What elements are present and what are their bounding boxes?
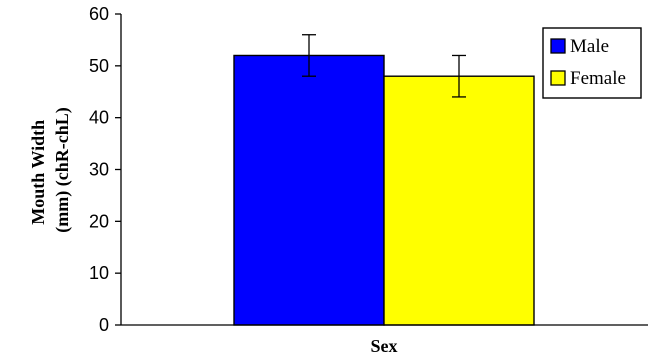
y-axis-title-line-2: (mm) (chR-chL) xyxy=(52,107,73,232)
y-tick-label: 0 xyxy=(99,315,109,335)
bar-male xyxy=(233,54,385,326)
y-tick-label: 30 xyxy=(89,160,109,180)
legend-label-female: Female xyxy=(570,68,626,89)
legend-swatch-male xyxy=(550,38,566,54)
legend-label-male: Male xyxy=(570,36,609,57)
y-tick-label: 40 xyxy=(89,108,109,128)
y-tick-label: 20 xyxy=(89,211,109,231)
y-tick-label: 60 xyxy=(89,4,109,24)
legend-swatch-female xyxy=(550,70,566,86)
y-axis-title-line-1: Mouth Width xyxy=(28,120,48,225)
y-axis-title: Mouth Width (mm) (chR-chL) xyxy=(28,107,73,232)
legend: Male Female xyxy=(542,27,642,99)
y-axis-ticks: 0 10 20 30 40 50 60 xyxy=(89,4,121,335)
error-bars xyxy=(302,34,466,98)
y-tick-label: 50 xyxy=(89,56,109,76)
y-tick-label: 10 xyxy=(89,263,109,283)
bar-female xyxy=(383,75,535,326)
error-bar-male xyxy=(302,34,316,77)
x-axis-title: Sex xyxy=(371,336,398,355)
bars xyxy=(233,54,535,326)
error-bar-female xyxy=(452,54,466,98)
